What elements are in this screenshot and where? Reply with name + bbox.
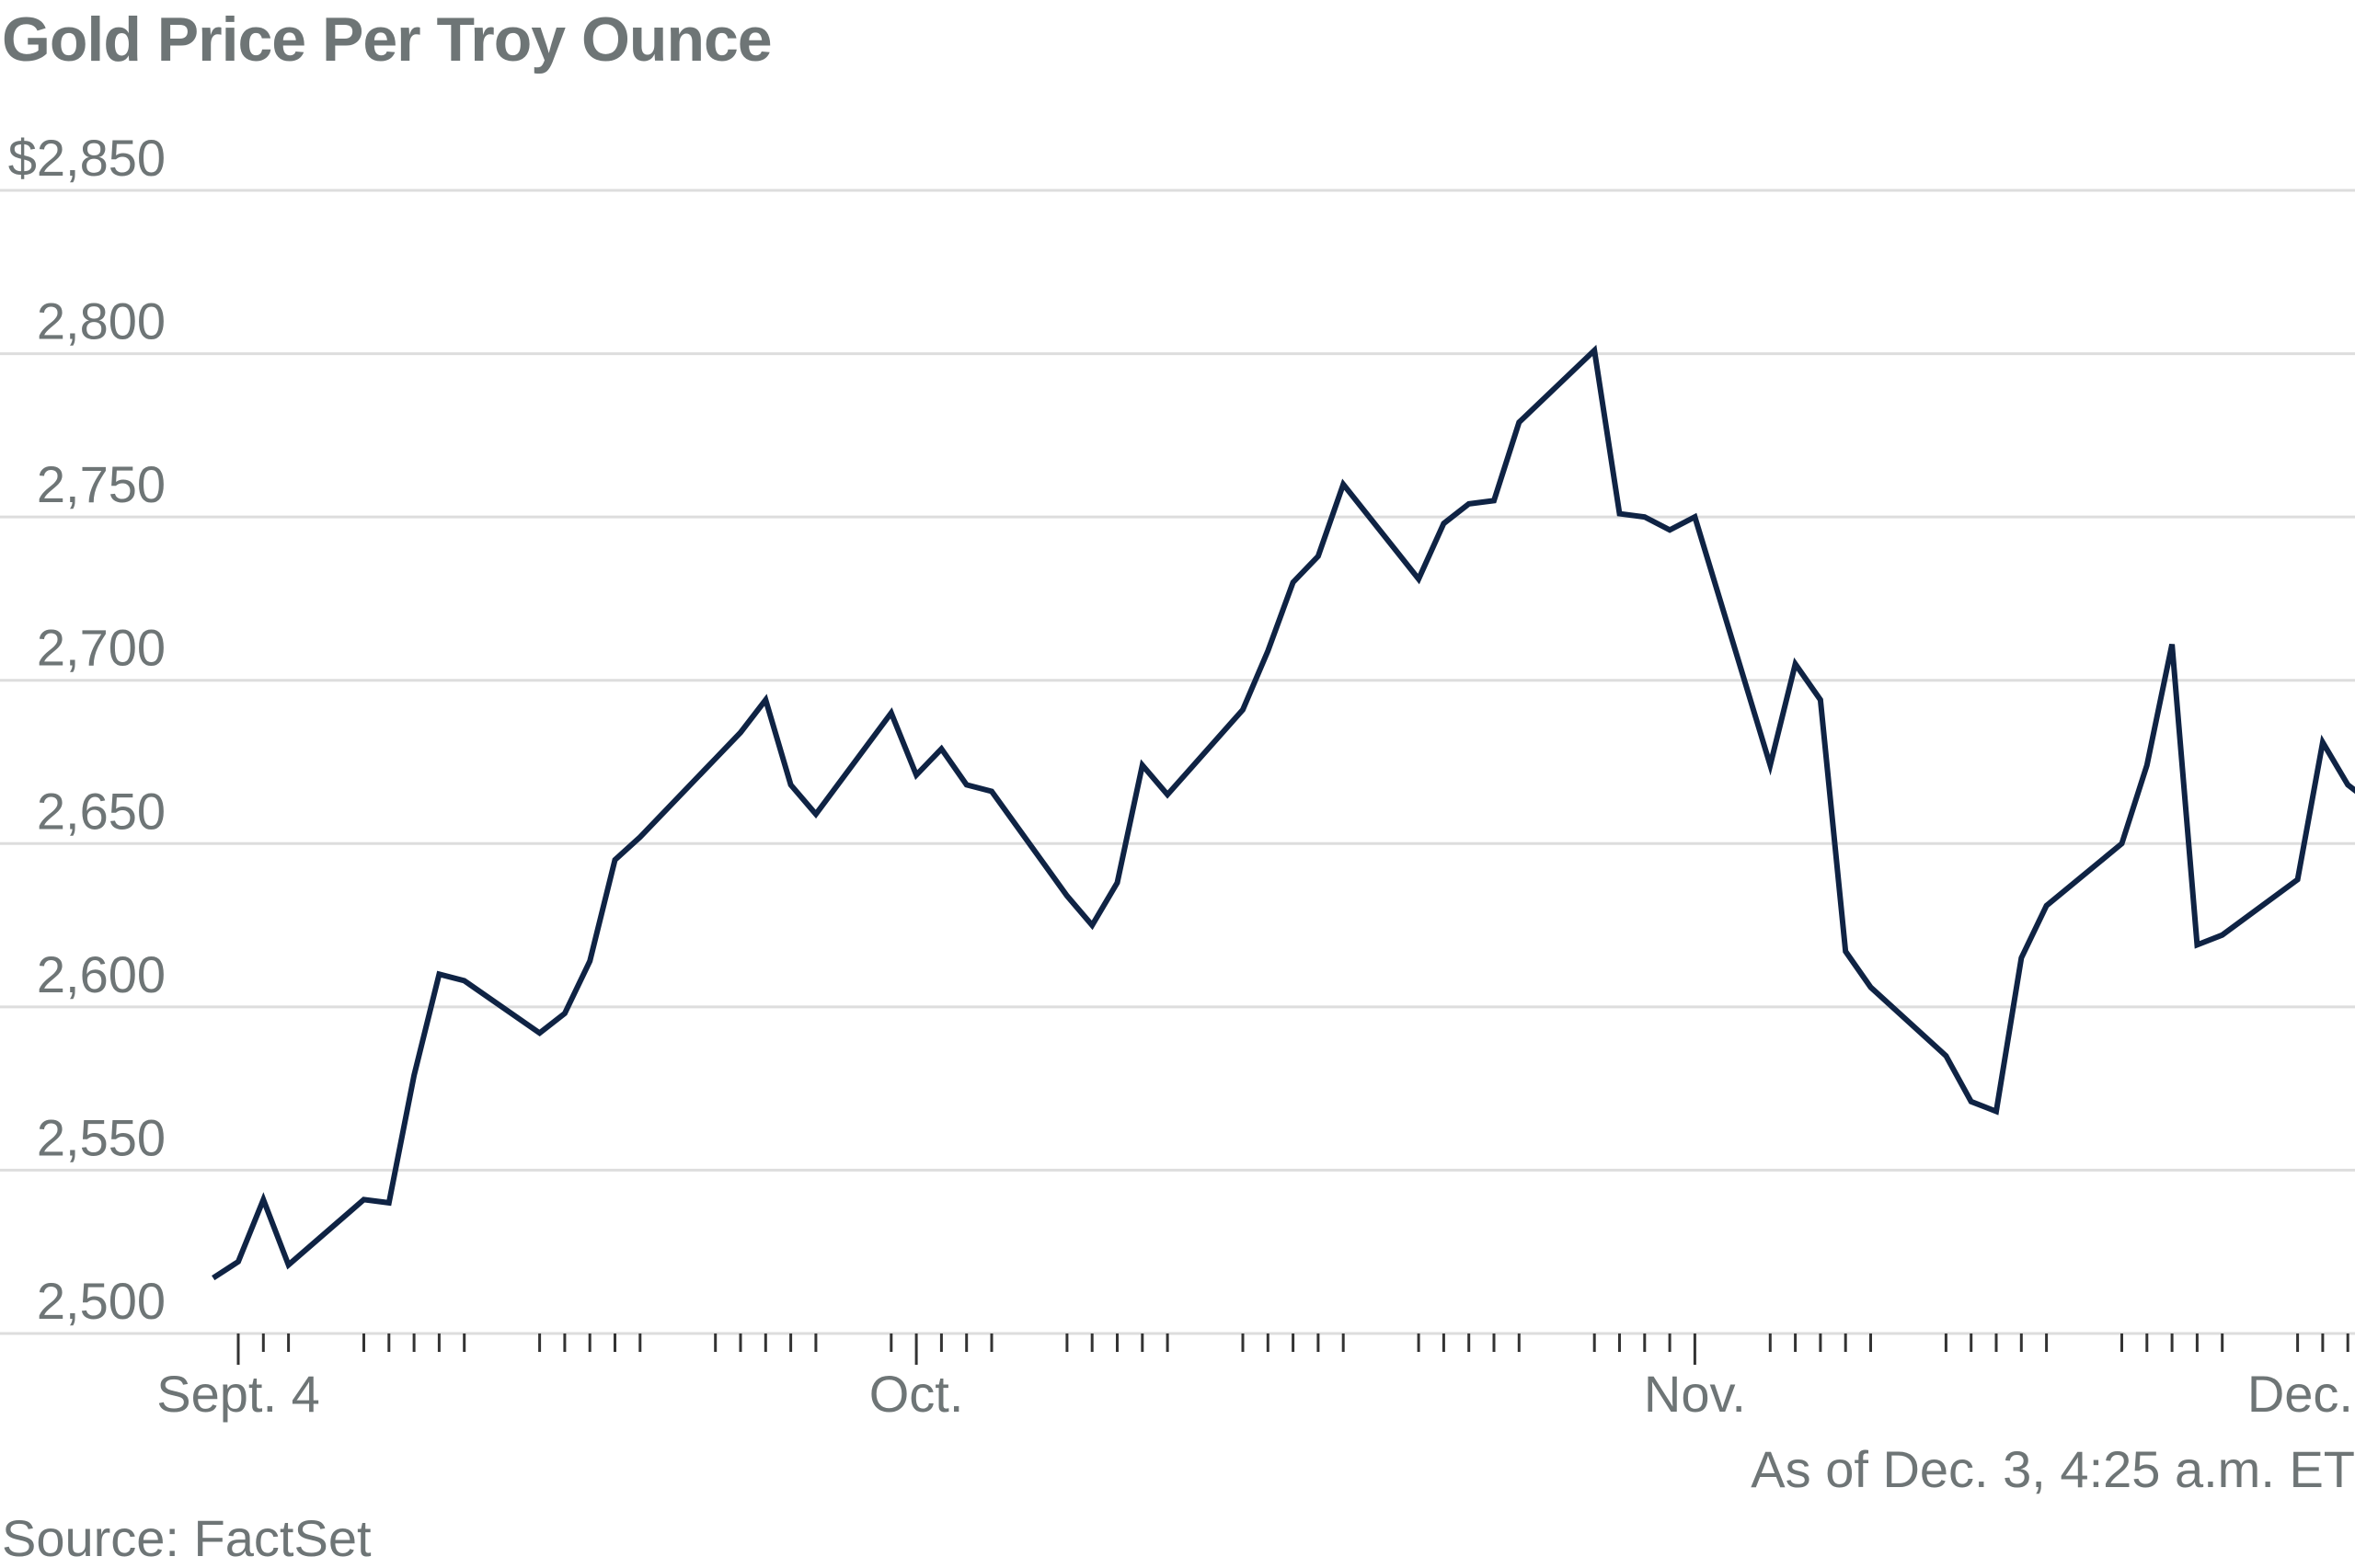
- x-axis: Sept. 4 Oct. Nov. Dec.: [0, 1332, 2355, 1423]
- x-tick-label: Nov.: [1644, 1365, 1746, 1423]
- y-tick-label: $2,850: [8, 129, 166, 187]
- as-of-note: As of Dec. 3, 4:25 a.m. ET: [1751, 1440, 2355, 1498]
- x-tick-label: Oct.: [869, 1365, 964, 1423]
- source-note: Source: FactSet: [2, 1509, 372, 1567]
- y-tick-label: 2,500: [37, 1272, 166, 1330]
- chart-title: Gold Price Per Troy Ounce: [2, 5, 773, 74]
- x-tick-label: Dec.: [2247, 1365, 2353, 1423]
- gridlines: [0, 189, 2355, 1172]
- y-tick-label: 2,800: [37, 292, 166, 350]
- y-tick-label: 2,600: [37, 945, 166, 1003]
- y-tick-label: 2,650: [37, 782, 166, 840]
- x-tick-label: Sept. 4: [156, 1365, 319, 1423]
- y-tick-label: 2,550: [37, 1108, 166, 1166]
- series-line: [212, 344, 2355, 1281]
- y-tick-label: 2,750: [37, 455, 166, 513]
- y-tick-label: 2,700: [37, 619, 166, 677]
- series-line-layer: [212, 344, 2355, 1281]
- y-axis-labels: $2,850 2,800 2,750 2,700 2,650 2,600 2,550 2,50…: [8, 129, 166, 1330]
